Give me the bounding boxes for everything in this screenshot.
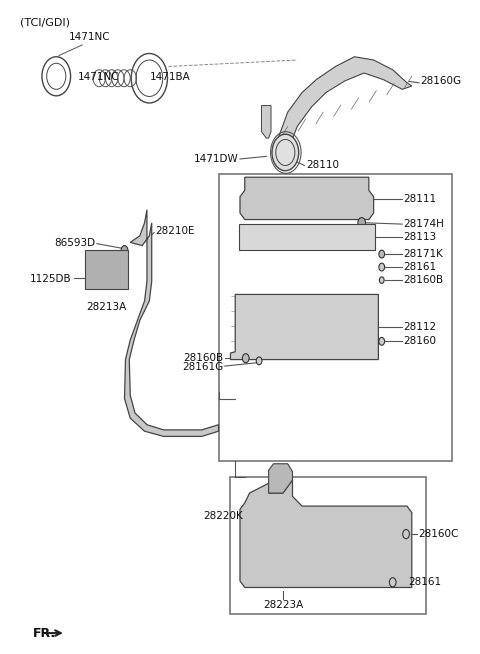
Bar	[85, 250, 128, 289]
Text: (TCI/GDI): (TCI/GDI)	[21, 18, 71, 27]
Circle shape	[403, 530, 409, 539]
Circle shape	[121, 246, 128, 254]
Circle shape	[389, 577, 396, 587]
Text: 28174H: 28174H	[404, 219, 444, 229]
Polygon shape	[262, 105, 271, 138]
Text: 1125DB: 1125DB	[30, 275, 72, 284]
Polygon shape	[230, 294, 378, 360]
Text: 28160B: 28160B	[183, 353, 223, 363]
Text: 1471NC: 1471NC	[69, 32, 110, 42]
Text: 28161: 28161	[404, 262, 437, 272]
Circle shape	[379, 277, 384, 283]
Circle shape	[91, 274, 96, 282]
Text: 28171K: 28171K	[404, 249, 444, 259]
Text: 1471DW: 1471DW	[194, 154, 239, 164]
Text: 28223A: 28223A	[263, 600, 303, 610]
Text: 28213A: 28213A	[86, 302, 127, 312]
Text: 28112: 28112	[404, 322, 437, 332]
Text: 86593D: 86593D	[54, 238, 96, 248]
Text: 28161G: 28161G	[182, 362, 223, 372]
Circle shape	[256, 357, 262, 365]
Circle shape	[242, 354, 249, 363]
Polygon shape	[240, 177, 373, 220]
Circle shape	[358, 218, 365, 228]
Polygon shape	[269, 464, 292, 493]
Text: 28160G: 28160G	[420, 76, 461, 86]
Text: 28160B: 28160B	[404, 275, 444, 285]
Bar	[239, 224, 374, 250]
Text: 28110: 28110	[306, 160, 339, 171]
Text: 28220K: 28220K	[204, 511, 243, 521]
Text: 1471BA: 1471BA	[149, 72, 190, 82]
Text: 28160C: 28160C	[418, 529, 458, 539]
Circle shape	[272, 134, 299, 171]
Circle shape	[379, 263, 384, 271]
Polygon shape	[124, 210, 218, 436]
Text: 28210E: 28210E	[156, 226, 195, 236]
Text: 28113: 28113	[404, 232, 437, 242]
Text: 28111: 28111	[404, 194, 437, 203]
Circle shape	[379, 250, 384, 258]
Text: 1471NC: 1471NC	[78, 72, 120, 82]
Polygon shape	[240, 480, 412, 587]
Text: 28161: 28161	[408, 577, 442, 587]
Circle shape	[379, 337, 384, 345]
Text: 28160: 28160	[404, 336, 437, 347]
Text: FR.: FR.	[33, 627, 56, 640]
PathPatch shape	[278, 57, 412, 151]
